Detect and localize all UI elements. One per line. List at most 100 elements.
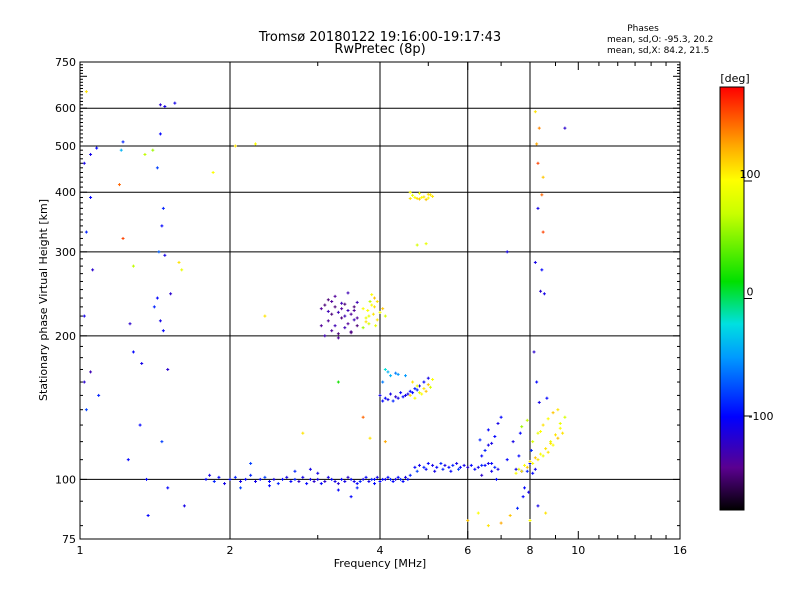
data-point xyxy=(511,440,515,444)
data-point xyxy=(496,421,500,425)
data-point xyxy=(316,477,320,481)
data-point xyxy=(375,318,379,322)
data-point xyxy=(520,425,524,429)
data-point xyxy=(413,387,417,391)
data-point xyxy=(563,415,567,419)
data-point xyxy=(378,393,382,397)
colorbar-tick-label: -100 xyxy=(749,410,774,423)
data-point xyxy=(415,388,419,392)
data-point xyxy=(483,448,487,452)
data-point xyxy=(371,312,375,316)
data-point xyxy=(553,433,557,437)
data-point xyxy=(531,440,535,444)
data-point xyxy=(403,374,407,378)
phases-o-stats: mean, sd,O: -95.3, 20.2 xyxy=(607,35,713,45)
data-point xyxy=(408,393,412,397)
data-point xyxy=(529,448,533,452)
data-point xyxy=(361,415,365,419)
data-point xyxy=(340,477,344,481)
data-point xyxy=(146,514,150,518)
data-point xyxy=(366,308,370,312)
data-point xyxy=(349,331,353,335)
data-point xyxy=(417,197,421,201)
data-point xyxy=(297,479,301,483)
data-point xyxy=(480,463,484,467)
data-point xyxy=(533,467,537,471)
data-point xyxy=(415,384,419,388)
data-point xyxy=(544,447,548,451)
data-point xyxy=(333,479,337,483)
data-point xyxy=(267,479,271,483)
data-point xyxy=(180,268,184,272)
data-point xyxy=(305,482,309,486)
data-point xyxy=(457,467,461,471)
data-point xyxy=(326,475,330,479)
data-point xyxy=(323,303,327,307)
data-point xyxy=(505,458,509,462)
data-point xyxy=(383,477,387,481)
data-point xyxy=(158,132,162,136)
data-point xyxy=(431,377,435,381)
data-point xyxy=(537,400,541,404)
data-point xyxy=(561,431,565,435)
data-point xyxy=(336,336,340,340)
data-point xyxy=(558,421,562,425)
data-point xyxy=(361,326,365,330)
data-point xyxy=(408,190,412,194)
x-tick-label: 4 xyxy=(377,544,384,557)
data-point xyxy=(82,380,86,384)
data-point xyxy=(352,318,356,322)
data-point xyxy=(541,175,545,179)
data-point xyxy=(540,193,544,197)
data-point xyxy=(493,435,497,439)
data-point xyxy=(413,195,417,199)
data-point xyxy=(539,430,543,434)
data-point xyxy=(239,479,243,483)
data-point xyxy=(308,467,312,471)
data-point xyxy=(373,482,377,486)
data-point xyxy=(469,463,473,467)
data-point xyxy=(145,477,149,481)
data-point xyxy=(293,477,297,481)
data-point xyxy=(152,305,156,309)
data-point xyxy=(155,166,159,170)
data-point xyxy=(82,161,86,165)
data-point xyxy=(486,443,490,447)
data-point xyxy=(451,463,455,467)
data-point xyxy=(383,396,387,400)
data-point xyxy=(536,161,540,165)
data-point xyxy=(276,482,280,486)
data-point xyxy=(443,463,447,467)
data-point xyxy=(182,504,186,508)
data-point xyxy=(158,103,162,107)
data-point xyxy=(514,471,518,475)
data-point xyxy=(544,511,548,515)
data-point xyxy=(361,307,365,311)
data-point xyxy=(155,296,159,300)
data-point xyxy=(126,458,130,462)
data-point xyxy=(340,307,344,311)
data-point xyxy=(525,469,529,473)
data-point xyxy=(556,408,560,412)
data-point xyxy=(84,408,88,412)
data-point xyxy=(499,415,503,419)
data-point xyxy=(151,148,155,152)
data-point xyxy=(361,477,365,481)
data-point xyxy=(408,473,412,477)
data-point xyxy=(319,324,323,328)
phases-header: Phases xyxy=(627,24,659,34)
data-point xyxy=(204,477,208,481)
data-point xyxy=(82,314,86,318)
data-point xyxy=(208,473,212,477)
data-point xyxy=(480,473,484,477)
data-point xyxy=(391,479,395,483)
data-point xyxy=(518,431,522,435)
data-point xyxy=(253,142,257,146)
data-point xyxy=(161,206,165,210)
data-point xyxy=(349,495,353,499)
chart-title-line1: Tromsø 20180122 19:16:00-19:17:43 xyxy=(258,30,501,45)
data-point xyxy=(431,194,435,198)
data-point xyxy=(383,367,387,371)
data-point xyxy=(381,399,385,403)
data-point xyxy=(422,195,426,199)
